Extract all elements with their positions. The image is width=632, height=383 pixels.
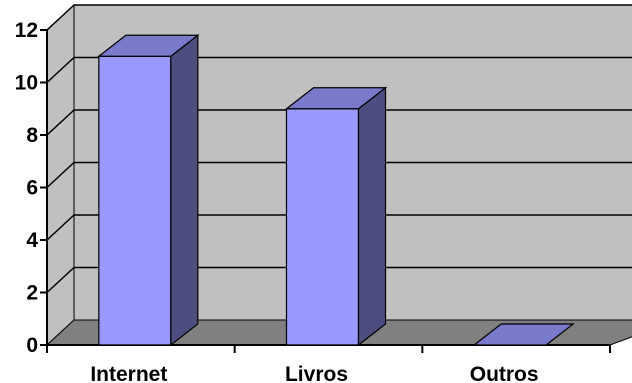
bar-front — [285, 108, 360, 346]
x-tick-label: Outros — [470, 363, 539, 383]
bar-top — [97, 34, 200, 57]
bar-top — [472, 323, 575, 346]
y-tick-label: 12 — [15, 19, 38, 42]
bar — [97, 34, 200, 347]
y-tick-label: 4 — [26, 229, 38, 252]
bar-side — [357, 86, 387, 347]
y-tick-label: 8 — [26, 124, 38, 147]
y-tick-label: 10 — [15, 72, 38, 95]
y-tick-labels: 0 2 4 6 8 10 12 — [15, 19, 39, 357]
x-tick-labels: Internet Livros Outros — [90, 363, 538, 383]
gridline-side — [46, 214, 75, 241]
x-tick-label: Livros — [285, 363, 348, 383]
gridline-side — [46, 56, 75, 84]
bar — [472, 323, 575, 346]
y-tick-label: 2 — [26, 282, 38, 305]
gridline-side — [46, 266, 75, 294]
bar — [284, 86, 388, 347]
bar-top — [284, 87, 388, 110]
bars — [97, 34, 575, 347]
y-tick-label: 6 — [26, 177, 38, 200]
gridline-side — [46, 161, 75, 189]
bar-side — [170, 34, 199, 347]
gridline-side — [46, 4, 75, 31]
y-tick-label: 0 — [26, 334, 38, 357]
x-tick-label: Internet — [90, 363, 167, 383]
gridline-side — [46, 109, 75, 136]
bar-front — [98, 55, 172, 346]
